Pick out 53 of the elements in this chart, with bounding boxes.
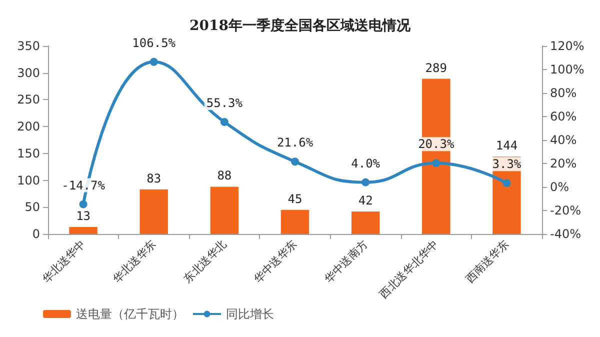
y2-tick-label: 20%	[550, 156, 577, 170]
point	[150, 58, 158, 66]
point	[79, 200, 88, 208]
data-label: 106.5%	[132, 36, 176, 50]
data-label: 4.0%	[351, 156, 381, 170]
point	[291, 158, 299, 166]
y-tick-label: 50	[24, 200, 40, 214]
y2-tick-label: -20%	[550, 204, 582, 218]
y-tick-label: 350	[17, 39, 40, 53]
bar	[280, 210, 310, 234]
y-tick-label: 150	[17, 146, 40, 160]
y-tick-label: 100	[17, 173, 40, 188]
x-tick-label: 东北送华北	[180, 237, 230, 286]
bar	[140, 189, 168, 234]
data-label: 45	[288, 192, 302, 206]
chart-title: 2018年一季度全国各区域送电情况	[190, 17, 412, 34]
x-tick-label: 西南送华东	[463, 237, 512, 286]
bar	[69, 227, 98, 234]
data-label: 20.3%	[418, 137, 455, 152]
y-tick-label: 0	[32, 227, 40, 241]
y2-tick-label: 60%	[550, 110, 577, 124]
data-label: 21.6%	[276, 136, 314, 150]
data-label: 3.3%	[492, 157, 522, 172]
point	[220, 118, 228, 126]
legend-label: 送电量（亿千瓦时）	[76, 307, 184, 321]
y2-tick-label: 100%	[550, 62, 584, 76]
y-tick-label: 200	[17, 120, 40, 134]
data-label: 88	[217, 168, 232, 183]
x-tick-label: 华中送华东	[252, 237, 300, 286]
y-tick-label: 300	[17, 66, 40, 80]
x-tick-label: 华中送南方	[322, 237, 370, 286]
data-label: 55.3%	[206, 96, 244, 110]
y2-tick-label: -40%	[550, 227, 582, 241]
data-label: -14.7%	[62, 178, 106, 192]
legend-label: 同比增长	[226, 307, 274, 321]
x-tick-label: 华北送华东	[110, 237, 158, 286]
y2-tick-label: 80%	[550, 86, 577, 100]
x-tick-label: 华北送华中	[40, 237, 88, 286]
data-label: 144	[496, 138, 518, 153]
point	[432, 159, 440, 168]
data-label: 13	[76, 209, 91, 224]
y2-tick-label: 40%	[550, 133, 577, 147]
bar	[351, 211, 380, 234]
data-label: 289	[425, 60, 447, 75]
point	[502, 179, 511, 188]
y2-tick-label: 0%	[550, 180, 570, 194]
x-tick-label: 西北送华北华中	[377, 237, 441, 302]
y-tick-label: 250	[17, 92, 40, 107]
y2-tick-label: 120%	[550, 39, 584, 53]
data-label: 42	[358, 193, 373, 208]
bar	[210, 186, 239, 234]
point	[362, 178, 370, 186]
data-label: 83	[146, 171, 162, 186]
